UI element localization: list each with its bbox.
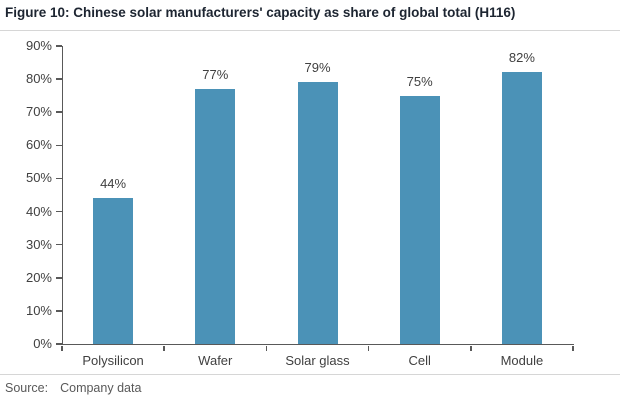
title-divider [0,30,620,31]
y-axis-tick-label: 30% [25,236,52,252]
y-axis-tick [56,78,62,80]
source-divider [0,374,620,375]
x-axis-category-label: Cell [408,353,431,368]
x-axis-tick [572,345,574,351]
bar-value-label: 82% [508,50,535,66]
figure-title: Figure 10: Chinese solar manufacturers' … [5,5,516,20]
bar-value-label: 75% [406,73,433,89]
bar-value-label: 44% [100,176,127,192]
bar-solar-glass [297,82,338,344]
y-axis-tick [56,177,62,180]
y-axis-tick-label: 10% [25,302,52,318]
source-text: Company data [60,381,142,395]
y-axis-tick-label: 70% [25,104,52,120]
y-axis-tick [56,210,62,213]
y-axis-tick [56,310,62,312]
bar-value-label: 79% [304,60,331,76]
y-axis-tick [56,111,62,113]
x-axis-category-label: Module [500,353,544,368]
source-label: Source: [5,381,49,395]
x-axis-tick [367,345,370,351]
bar-value-label: 77% [202,67,229,83]
plot-area [62,46,574,345]
x-axis-category-label: Wafer [198,353,233,368]
y-axis-tick-label: 40% [25,203,52,219]
y-axis-tick [56,343,62,345]
y-axis-tick [56,144,62,147]
bar-module [501,72,542,344]
y-axis-tick-label: 20% [25,269,52,285]
bar-wafer [195,89,236,344]
x-axis-tick [61,345,63,351]
y-axis-tick [56,45,62,47]
x-axis-tick [470,345,472,351]
y-axis-tick [56,243,62,246]
x-axis-category-label: Polysilicon [82,353,144,368]
y-axis-tick-label: 80% [25,71,52,87]
source-note: Source: Company data [5,381,141,395]
y-axis-tick-label: 50% [25,170,52,186]
x-axis-category-label: Solar glass [285,353,350,368]
x-axis-tick [163,345,165,351]
y-axis-tick-label: 60% [25,137,52,153]
bar-polysilicon [93,198,134,344]
y-axis-tick-label: 0% [33,336,52,351]
y-axis-tick-label: 90% [25,38,52,53]
x-axis-tick [265,345,268,351]
bar-cell [399,95,440,344]
y-axis-tick [56,277,62,279]
